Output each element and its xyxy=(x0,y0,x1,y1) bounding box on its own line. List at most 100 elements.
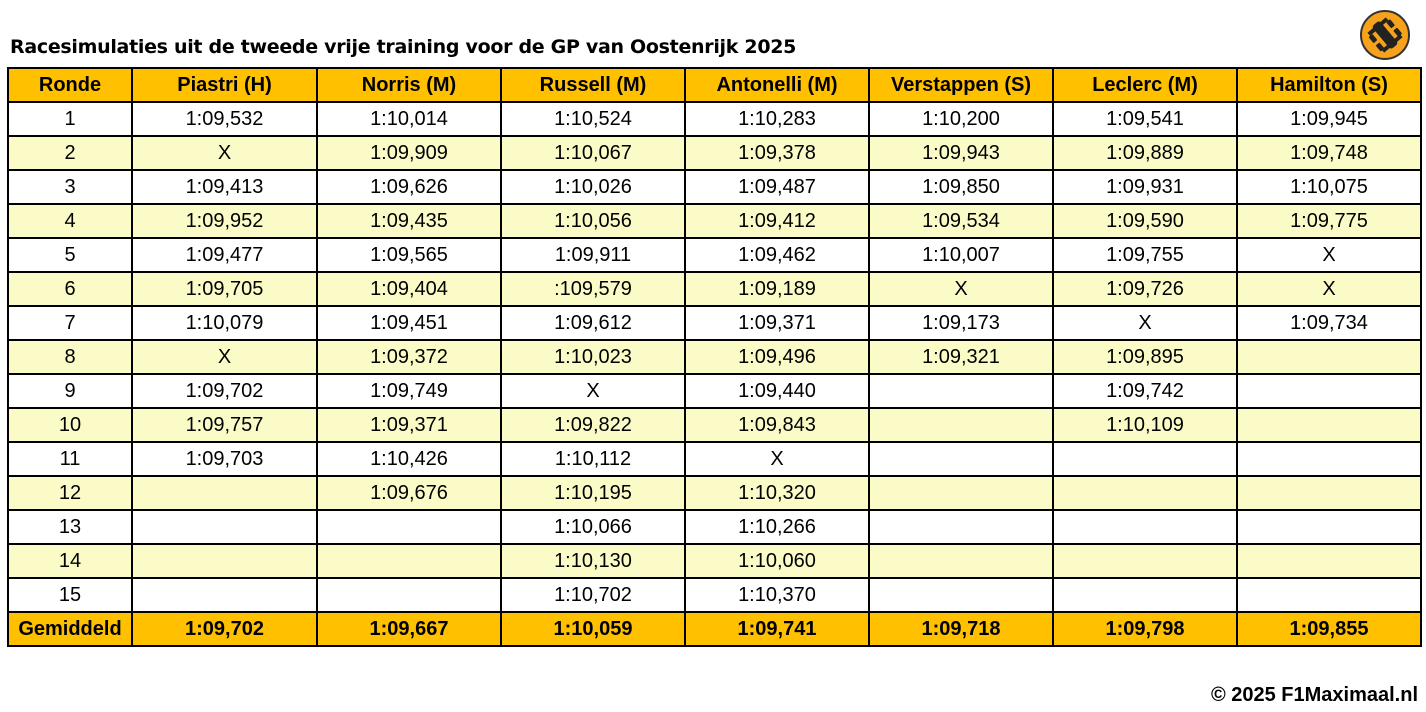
column-header: Antonelli (M) xyxy=(684,67,870,103)
lap-time: 1:09,755 xyxy=(1052,237,1238,273)
lap-time xyxy=(868,441,1054,477)
average-time: 1:09,855 xyxy=(1236,611,1422,647)
lap-time: 1:09,404 xyxy=(316,271,502,307)
lap-time: 1:10,200 xyxy=(868,101,1054,137)
table-row: 6 1:09,705 1:09,404:109,579 1:09,189 X 1:09,7… xyxy=(7,271,1422,307)
lap-time: 1:10,066 xyxy=(500,509,686,545)
lap-time: 1:10,023 xyxy=(500,339,686,375)
lap-time xyxy=(316,543,502,579)
average-label: Gemiddeld xyxy=(7,611,133,647)
lap-time xyxy=(1236,441,1422,477)
lap-number: 10 xyxy=(7,407,133,443)
lap-number: 8 xyxy=(7,339,133,375)
lap-time xyxy=(1052,475,1238,511)
table-row: 15 1:10,702 1:10,370 xyxy=(7,577,1422,613)
lap-time: 1:09,378 xyxy=(684,135,870,171)
lap-time: 1:09,189 xyxy=(684,271,870,307)
average-time: 1:09,741 xyxy=(684,611,870,647)
lap-time: X xyxy=(131,135,318,171)
lap-time: :109,579 xyxy=(500,271,686,307)
lap-time: 1:09,477 xyxy=(131,237,318,273)
lap-time xyxy=(1052,509,1238,545)
lap-time: 1:09,945 xyxy=(1236,101,1422,137)
lap-time: 1:09,451 xyxy=(316,305,502,341)
lap-time: 1:10,195 xyxy=(500,475,686,511)
average-time: 1:09,718 xyxy=(868,611,1054,647)
lap-time: 1:09,931 xyxy=(1052,169,1238,205)
copyright: © 2025 F1Maximaal.nl xyxy=(1210,684,1418,706)
lap-time: 1:09,541 xyxy=(1052,101,1238,137)
lap-time: 1:09,612 xyxy=(500,305,686,341)
lap-time xyxy=(868,407,1054,443)
lap-time xyxy=(1052,577,1238,613)
table-row: 14 1:10,130 1:10,060 xyxy=(7,543,1422,579)
table-row: 11 1:09,703 1:10,426 1:10,112 X xyxy=(7,441,1422,477)
lap-time: 1:09,462 xyxy=(684,237,870,273)
column-header: Norris (M) xyxy=(316,67,502,103)
lap-time xyxy=(316,577,502,613)
title: Racesimulaties uit de tweede vrije train… xyxy=(10,36,797,58)
lap-time xyxy=(316,509,502,545)
table-row: 1 1:09,532 1:10,014 1:10,524 1:10,283 1:10,20… xyxy=(7,101,1422,137)
lap-time: X xyxy=(1236,271,1422,307)
header-row: Ronde Piastri (H) Norris (M) Russell (M) Ant… xyxy=(7,67,1422,103)
lap-number: 3 xyxy=(7,169,133,205)
lap-time: 1:10,026 xyxy=(500,169,686,205)
lap-time: 1:09,705 xyxy=(131,271,318,307)
lap-time: 1:09,742 xyxy=(1052,373,1238,409)
lap-time: 1:09,371 xyxy=(684,305,870,341)
column-header: Ronde xyxy=(7,67,133,103)
table-row: 3 1:09,413 1:09,626 1:10,026 1:09,487 1:09,85… xyxy=(7,169,1422,205)
lap-time xyxy=(131,543,318,579)
lap-number: 2 xyxy=(7,135,133,171)
column-header: Piastri (H) xyxy=(131,67,318,103)
column-header: Verstappen (S) xyxy=(868,67,1054,103)
lap-time: 1:09,173 xyxy=(868,305,1054,341)
table-row: 4 1:09,952 1:09,435 1:10,056 1:09,412 1:09,53… xyxy=(7,203,1422,239)
lap-time: 1:09,895 xyxy=(1052,339,1238,375)
lap-time xyxy=(868,543,1054,579)
lap-time: 1:10,702 xyxy=(500,577,686,613)
lap-time: 1:09,372 xyxy=(316,339,502,375)
lap-number: 11 xyxy=(7,441,133,477)
lap-time: 1:09,676 xyxy=(316,475,502,511)
lap-time xyxy=(1236,509,1422,545)
lap-number: 6 xyxy=(7,271,133,307)
lap-time: 1:09,440 xyxy=(684,373,870,409)
lap-time xyxy=(1236,543,1422,579)
lap-time: 1:09,496 xyxy=(684,339,870,375)
lap-time: 1:10,007 xyxy=(868,237,1054,273)
lap-time: 1:09,843 xyxy=(684,407,870,443)
lap-time xyxy=(1236,373,1422,409)
lap-time: 1:09,702 xyxy=(131,373,318,409)
lap-time xyxy=(1052,441,1238,477)
lap-time: X xyxy=(1052,305,1238,341)
lap-time xyxy=(1236,407,1422,443)
lap-time: 1:09,734 xyxy=(1236,305,1422,341)
lap-time: 1:09,565 xyxy=(316,237,502,273)
lap-time: 1:09,909 xyxy=(316,135,502,171)
lap-time: X xyxy=(131,339,318,375)
table-row: 8 X 1:09,372 1:10,023 1:09,496 1:09,321 1:09,8… xyxy=(7,339,1422,375)
lap-time xyxy=(131,509,318,545)
lap-time: 1:10,112 xyxy=(500,441,686,477)
lap-time: 1:09,703 xyxy=(131,441,318,477)
average-time: 1:09,798 xyxy=(1052,611,1238,647)
lap-time: 1:10,109 xyxy=(1052,407,1238,443)
lap-time xyxy=(868,475,1054,511)
lap-time: 1:09,757 xyxy=(131,407,318,443)
lap-time: X xyxy=(500,373,686,409)
lap-time: 1:10,079 xyxy=(131,305,318,341)
table-row: 7 1:10,079 1:09,451 1:09,612 1:09,371 1:09,17… xyxy=(7,305,1422,341)
lap-number: 7 xyxy=(7,305,133,341)
lap-time: 1:10,283 xyxy=(684,101,870,137)
lap-time xyxy=(1052,543,1238,579)
column-header: Russell (M) xyxy=(500,67,686,103)
lap-time: 1:09,748 xyxy=(1236,135,1422,171)
lap-number: 12 xyxy=(7,475,133,511)
lap-time xyxy=(868,509,1054,545)
lap-number: 9 xyxy=(7,373,133,409)
lap-time: 1:09,822 xyxy=(500,407,686,443)
average-row: Gemiddeld 1:09,702 1:09,667 1:10,059 1:09,74… xyxy=(7,611,1422,647)
lap-time: 1:09,749 xyxy=(316,373,502,409)
